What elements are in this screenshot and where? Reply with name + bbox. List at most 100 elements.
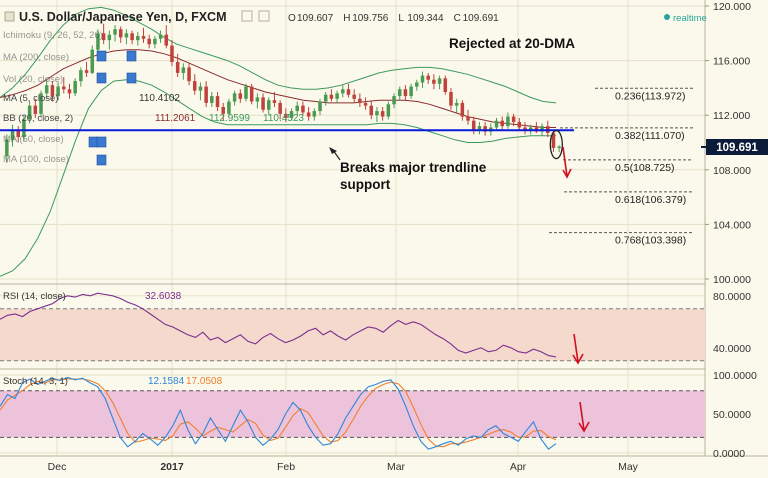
candle[interactable]: [255, 93, 260, 109]
candle[interactable]: [192, 74, 197, 95]
candle[interactable]: [249, 83, 254, 105]
candle[interactable]: [79, 67, 83, 87]
candle[interactable]: [215, 91, 220, 112]
candle[interactable]: [175, 53, 180, 77]
candle[interactable]: [511, 113, 516, 127]
candle[interactable]: [67, 83, 72, 99]
time-axis[interactable]: Dec 2017 Feb Mar Apr May: [48, 461, 639, 473]
candle[interactable]: [443, 75, 448, 95]
candle[interactable]: [16, 126, 20, 143]
candle[interactable]: [517, 117, 522, 131]
candle[interactable]: [397, 86, 402, 101]
candle[interactable]: [284, 108, 288, 123]
candle[interactable]: [153, 36, 157, 49]
rsi-line[interactable]: [0, 292, 557, 358]
candle[interactable]: [27, 101, 32, 124]
settings-icon[interactable]: [241, 10, 270, 22]
candle[interactable]: [232, 90, 237, 106]
candle[interactable]: [454, 98, 459, 113]
candle[interactable]: [506, 112, 510, 129]
candle[interactable]: [295, 101, 299, 116]
candle[interactable]: [346, 83, 351, 98]
candle[interactable]: [221, 102, 225, 121]
candle[interactable]: [118, 26, 123, 43]
candle[interactable]: [352, 89, 356, 103]
candle[interactable]: [278, 100, 282, 120]
candle[interactable]: [158, 30, 163, 43]
candle[interactable]: [141, 27, 146, 43]
candle[interactable]: [130, 30, 134, 45]
candle[interactable]: [204, 81, 208, 108]
candle[interactable]: [244, 83, 248, 102]
settings-icon[interactable]: [126, 72, 137, 84]
candle[interactable]: [460, 100, 465, 121]
stoch-d-line[interactable]: [0, 378, 557, 448]
candle[interactable]: [494, 117, 499, 131]
candle[interactable]: [403, 85, 408, 101]
candle[interactable]: [375, 107, 379, 123]
candle[interactable]: [22, 115, 26, 142]
candle[interactable]: [84, 61, 89, 77]
candle[interactable]: [409, 83, 413, 99]
candle[interactable]: [272, 91, 277, 108]
candle[interactable]: [363, 97, 368, 110]
candle[interactable]: [187, 63, 191, 86]
candle[interactable]: [380, 107, 385, 121]
candle[interactable]: [44, 79, 49, 99]
candle[interactable]: [386, 101, 391, 120]
candle[interactable]: [312, 108, 317, 121]
candle[interactable]: [500, 116, 504, 131]
candle[interactable]: [437, 75, 442, 90]
candle[interactable]: [466, 109, 470, 125]
candle[interactable]: [90, 45, 95, 75]
candle[interactable]: [449, 87, 453, 110]
candle[interactable]: [238, 89, 243, 103]
candle[interactable]: [96, 29, 100, 53]
candle[interactable]: [335, 90, 339, 103]
candle[interactable]: [301, 101, 305, 116]
candle[interactable]: [227, 98, 231, 117]
candle[interactable]: [329, 89, 334, 102]
candle[interactable]: [477, 122, 482, 135]
candle[interactable]: [10, 124, 15, 147]
candle[interactable]: [369, 101, 374, 120]
candle[interactable]: [113, 25, 117, 42]
indicator-label[interactable]: MA (100, close): [3, 154, 69, 165]
indicator-label[interactable]: MA (50, close): [3, 134, 64, 145]
candle[interactable]: [318, 98, 322, 116]
candle[interactable]: [5, 134, 9, 163]
candle[interactable]: [392, 93, 396, 109]
candle[interactable]: [50, 81, 55, 102]
settings-icon[interactable]: [96, 136, 107, 148]
bb-upper-line[interactable]: [0, 6, 557, 104]
candle[interactable]: [101, 23, 106, 45]
settings-icon[interactable]: [126, 50, 137, 62]
indicator-label[interactable]: Ichimoku (9, 26, 52, 26): [3, 30, 103, 41]
indicator-label[interactable]: MA (200, close): [3, 52, 69, 63]
candle[interactable]: [432, 74, 436, 90]
candle[interactable]: [471, 116, 476, 135]
candle[interactable]: [39, 90, 43, 117]
indicator-label[interactable]: MA (5, close): [3, 93, 58, 104]
stoch-axis[interactable]: 100.0000 50.0000 0.0000: [713, 370, 757, 460]
candle[interactable]: [358, 93, 362, 108]
candle[interactable]: [551, 130, 556, 153]
candle[interactable]: [426, 72, 430, 84]
rsi-axis[interactable]: 80.0000 40.0000: [713, 291, 751, 355]
candle[interactable]: [267, 97, 271, 116]
candle[interactable]: [56, 82, 60, 101]
indicator-label[interactable]: Vol (20, close): [3, 74, 63, 85]
candle[interactable]: [289, 108, 294, 121]
candle[interactable]: [181, 63, 186, 80]
settings-icon[interactable]: [96, 72, 107, 84]
candle[interactable]: [523, 122, 527, 135]
candle[interactable]: [341, 85, 345, 98]
candle[interactable]: [73, 78, 77, 97]
candle[interactable]: [33, 98, 38, 118]
candle[interactable]: [164, 25, 169, 49]
settings-icon[interactable]: [88, 136, 99, 148]
candle[interactable]: [483, 122, 487, 136]
indicator-label[interactable]: BB (20, close, 2): [3, 113, 73, 124]
candle[interactable]: [170, 40, 174, 67]
candle[interactable]: [107, 30, 112, 50]
